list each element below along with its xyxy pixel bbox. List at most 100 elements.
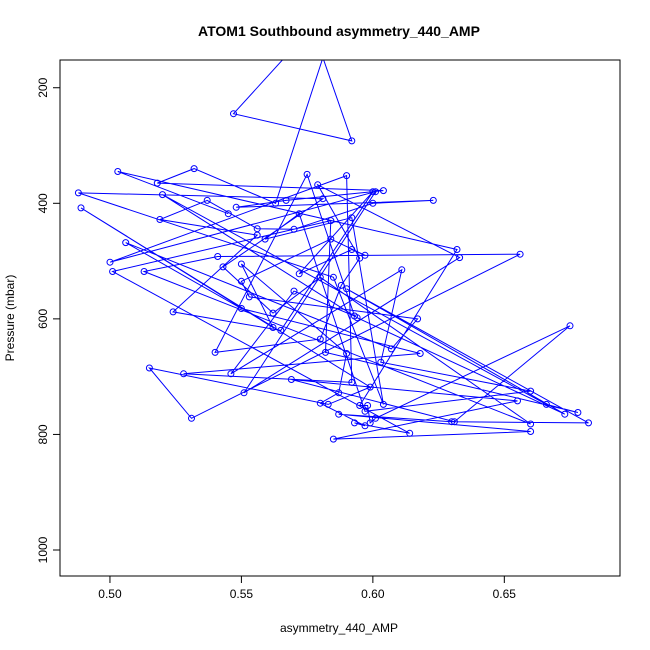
data-point (356, 254, 364, 262)
data-point (527, 387, 535, 395)
x-tick-label: 0.50 (98, 587, 122, 601)
data-point (361, 422, 369, 430)
x-tick-label: 0.60 (361, 587, 385, 601)
data-point (245, 293, 253, 301)
data-point (527, 428, 535, 435)
data-point (450, 418, 458, 426)
data-point (77, 204, 85, 212)
data-point (322, 348, 329, 356)
data-point (188, 414, 195, 422)
data-point (316, 335, 324, 343)
data-point (343, 350, 351, 357)
data-point (329, 435, 337, 443)
data-point (324, 400, 332, 408)
y-tick-label: 200 (36, 77, 50, 97)
data-point (327, 217, 335, 225)
data-point (353, 314, 361, 322)
data-point (366, 383, 374, 391)
data-point (448, 418, 456, 426)
y-axis-label: Pressure (mbar) (3, 275, 17, 362)
data-point (316, 273, 324, 281)
data-point (327, 235, 335, 243)
data-point (122, 239, 130, 247)
data-point (227, 370, 235, 378)
data-point (290, 225, 298, 233)
y-tick-label: 400 (36, 193, 50, 213)
data-point (379, 187, 387, 195)
data-point (369, 188, 377, 196)
data-point (211, 348, 219, 356)
data-point (366, 419, 374, 427)
data-point (303, 170, 311, 178)
x-axis-label: asymmetry_440_AMP (280, 621, 398, 635)
data-point (343, 285, 351, 293)
data-point (74, 189, 82, 197)
data-point (180, 370, 188, 378)
data-point (287, 376, 295, 383)
data-point (337, 281, 345, 289)
data-point (414, 315, 422, 323)
data-point (145, 364, 153, 372)
data-point (224, 210, 232, 218)
data-point (203, 196, 211, 204)
plot-frame (59, 59, 621, 577)
data-point (542, 400, 550, 408)
series-line (78, 60, 589, 440)
data-point (316, 399, 324, 407)
data-point (379, 400, 387, 408)
data-point (237, 305, 245, 312)
data-point (514, 397, 521, 405)
data-point (343, 172, 351, 180)
y-tick-label: 1000 (36, 536, 50, 563)
data-point (406, 429, 414, 437)
data-point (416, 350, 424, 357)
data-point (456, 254, 464, 262)
data-point (277, 326, 285, 334)
data-point (364, 402, 372, 409)
series-points (74, 110, 592, 443)
data-point (140, 268, 148, 275)
data-point (348, 137, 356, 145)
x-tick-label: 0.55 (230, 587, 254, 601)
data-point (387, 345, 395, 353)
data-point (109, 268, 117, 275)
data-point (272, 199, 280, 207)
data-point (106, 258, 114, 266)
y-tick-label: 600 (36, 309, 50, 329)
data-point (240, 389, 248, 397)
data-point (361, 251, 369, 259)
data-point (335, 389, 343, 397)
data-point (156, 216, 164, 223)
series-lines (78, 60, 589, 440)
y-tick-label: 800 (36, 424, 50, 444)
data-point (348, 378, 356, 386)
data-point (169, 308, 177, 316)
data-point (159, 191, 166, 199)
data-point (348, 214, 356, 222)
data-point (516, 250, 524, 258)
chart-title: ATOM1 Southbound asymmetry_440_AMP (198, 23, 480, 39)
data-point (237, 277, 245, 285)
data-point (335, 410, 343, 418)
y-axis: 200 400 600 800 1000 (36, 77, 60, 563)
data-point (351, 419, 358, 427)
data-point (282, 196, 290, 204)
data-point (361, 407, 369, 415)
data-point (372, 414, 379, 422)
data-point (429, 196, 437, 204)
data-point (237, 260, 245, 268)
data-point (527, 420, 535, 428)
data-point (214, 253, 222, 260)
data-point (269, 324, 277, 331)
data-point (369, 199, 377, 207)
data-point (269, 309, 277, 317)
data-point (585, 419, 592, 427)
data-point (319, 195, 327, 203)
data-point (290, 287, 298, 295)
data-point (261, 235, 269, 243)
data-point (453, 246, 461, 253)
data-point (253, 231, 261, 239)
x-tick-label: 0.65 (493, 587, 517, 601)
data-point (372, 188, 379, 196)
